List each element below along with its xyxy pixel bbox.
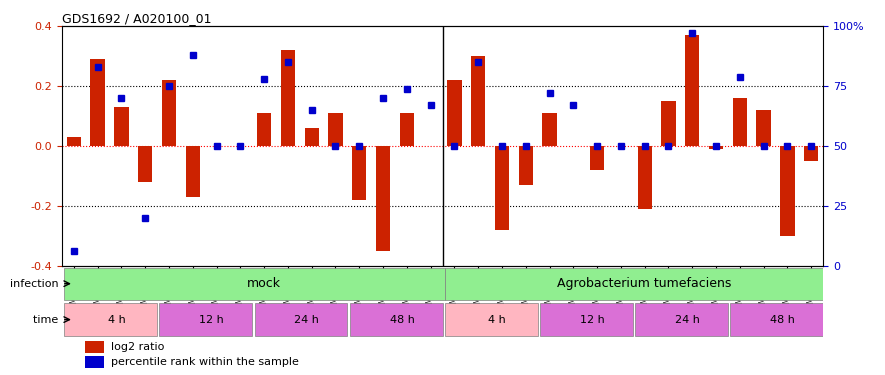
Text: Agrobacterium tumefaciens: Agrobacterium tumefaciens bbox=[558, 277, 732, 290]
Bar bbox=[186, 146, 200, 197]
Bar bbox=[328, 113, 342, 146]
Bar bbox=[635, 303, 728, 336]
Bar bbox=[85, 356, 104, 368]
Bar bbox=[65, 267, 445, 300]
Bar bbox=[114, 107, 128, 146]
Bar bbox=[519, 146, 533, 185]
Bar bbox=[661, 101, 675, 146]
Bar bbox=[495, 146, 509, 230]
Text: log2 ratio: log2 ratio bbox=[112, 342, 165, 351]
Bar bbox=[162, 80, 176, 146]
Bar bbox=[730, 303, 823, 336]
Bar bbox=[90, 59, 104, 146]
Text: 48 h: 48 h bbox=[389, 315, 414, 325]
Bar bbox=[304, 128, 319, 146]
Bar bbox=[471, 56, 485, 146]
Bar bbox=[281, 50, 295, 146]
Bar bbox=[804, 146, 819, 161]
Bar bbox=[257, 113, 272, 146]
Bar bbox=[65, 303, 158, 336]
Bar bbox=[376, 146, 390, 251]
Text: 4 h: 4 h bbox=[489, 315, 506, 325]
Text: 12 h: 12 h bbox=[580, 315, 604, 325]
Bar bbox=[85, 340, 104, 352]
Bar bbox=[757, 110, 771, 146]
Text: infection: infection bbox=[10, 279, 62, 289]
Bar bbox=[138, 146, 152, 182]
Bar bbox=[400, 113, 414, 146]
Bar bbox=[350, 303, 442, 336]
Bar bbox=[709, 146, 723, 149]
Bar bbox=[637, 146, 652, 209]
Text: mock: mock bbox=[247, 277, 281, 290]
Bar bbox=[733, 98, 747, 146]
Bar bbox=[685, 35, 699, 146]
Text: time: time bbox=[34, 315, 62, 325]
Text: 24 h: 24 h bbox=[675, 315, 700, 325]
Bar bbox=[159, 303, 252, 336]
Text: 4 h: 4 h bbox=[108, 315, 126, 325]
Text: 24 h: 24 h bbox=[295, 315, 319, 325]
Bar bbox=[543, 113, 557, 146]
Text: percentile rank within the sample: percentile rank within the sample bbox=[112, 357, 299, 366]
Bar bbox=[781, 146, 795, 236]
Bar bbox=[66, 137, 81, 146]
Text: 48 h: 48 h bbox=[770, 315, 795, 325]
Bar bbox=[352, 146, 366, 200]
Bar bbox=[445, 267, 826, 300]
Text: 12 h: 12 h bbox=[199, 315, 224, 325]
Bar bbox=[590, 146, 604, 170]
Text: GDS1692 / A020100_01: GDS1692 / A020100_01 bbox=[62, 12, 212, 25]
Bar bbox=[445, 303, 538, 336]
Bar bbox=[540, 303, 633, 336]
Bar bbox=[255, 303, 348, 336]
Bar bbox=[447, 80, 462, 146]
